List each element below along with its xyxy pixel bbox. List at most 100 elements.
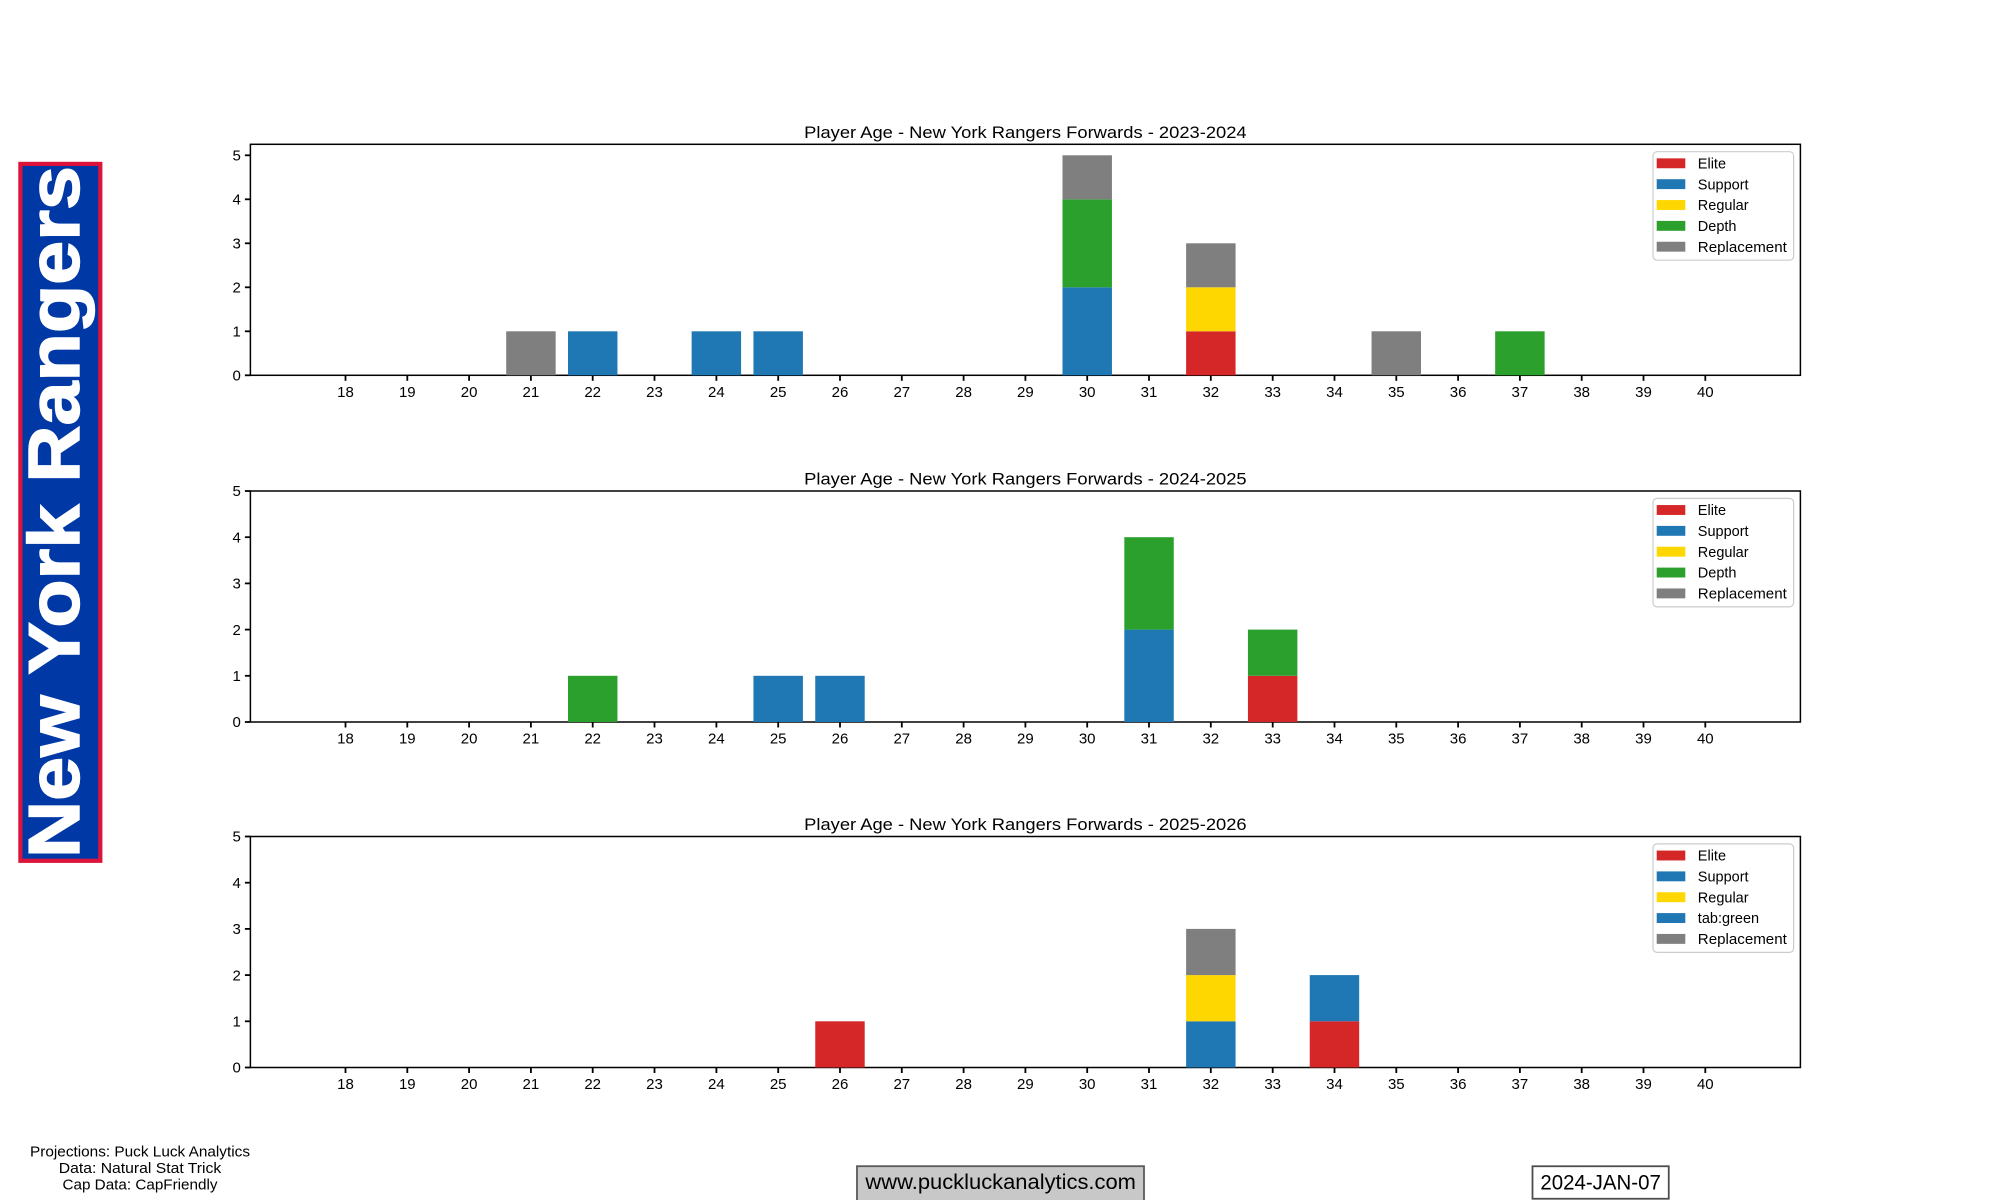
svg-text:2: 2 (233, 967, 241, 984)
svg-text:32: 32 (1202, 384, 1219, 401)
svg-text:37: 37 (1512, 731, 1529, 748)
svg-text:1: 1 (233, 668, 241, 685)
svg-text:4: 4 (233, 192, 241, 209)
svg-text:33: 33 (1264, 1076, 1281, 1093)
svg-text:5: 5 (233, 829, 241, 846)
svg-text:1: 1 (233, 1014, 241, 1031)
svg-text:Elite: Elite (1698, 156, 1726, 172)
svg-text:30: 30 (1079, 731, 1096, 748)
svg-text:Elite: Elite (1698, 503, 1726, 519)
svg-text:5: 5 (233, 148, 241, 165)
svg-text:34: 34 (1326, 384, 1343, 401)
svg-text:39: 39 (1635, 384, 1652, 401)
svg-text:35: 35 (1388, 1076, 1405, 1093)
svg-text:26: 26 (832, 384, 849, 401)
svg-text:www.puckluckanalytics.com: www.puckluckanalytics.com (864, 1171, 1136, 1194)
svg-text:Cap Data: CapFriendly: Cap Data: CapFriendly (63, 1178, 219, 1194)
svg-text:35: 35 (1388, 384, 1405, 401)
svg-text:Player Age - New York Rangers: Player Age - New York Rangers Forwards -… (804, 123, 1247, 142)
svg-text:23: 23 (646, 1076, 663, 1093)
svg-text:26: 26 (832, 1076, 849, 1093)
svg-text:5: 5 (233, 483, 241, 500)
svg-text:28: 28 (955, 384, 972, 401)
svg-text:38: 38 (1573, 384, 1590, 401)
svg-text:24: 24 (708, 1076, 725, 1093)
svg-text:36: 36 (1450, 731, 1467, 748)
svg-text:40: 40 (1697, 384, 1714, 401)
svg-text:31: 31 (1141, 731, 1158, 748)
svg-text:39: 39 (1635, 731, 1652, 748)
svg-text:20: 20 (461, 731, 478, 748)
svg-text:28: 28 (955, 1076, 972, 1093)
svg-text:23: 23 (646, 731, 663, 748)
svg-text:Support: Support (1698, 524, 1749, 540)
svg-text:36: 36 (1450, 384, 1467, 401)
svg-text:31: 31 (1141, 384, 1158, 401)
svg-text:32: 32 (1202, 1076, 1219, 1093)
svg-text:20: 20 (461, 384, 478, 401)
svg-text:21: 21 (523, 384, 540, 401)
svg-text:New York Rangers: New York Rangers (15, 166, 95, 858)
svg-text:23: 23 (646, 384, 663, 401)
svg-text:Support: Support (1698, 177, 1749, 193)
svg-text:30: 30 (1079, 384, 1096, 401)
svg-text:34: 34 (1326, 731, 1343, 748)
svg-text:18: 18 (337, 1076, 354, 1093)
svg-text:Replacement: Replacement (1698, 240, 1787, 256)
svg-text:4: 4 (233, 529, 241, 546)
svg-text:37: 37 (1512, 384, 1529, 401)
svg-text:18: 18 (337, 384, 354, 401)
svg-text:18: 18 (337, 731, 354, 748)
svg-text:3: 3 (233, 236, 241, 253)
svg-text:32: 32 (1202, 731, 1219, 748)
svg-text:Depth: Depth (1698, 566, 1737, 582)
svg-text:Regular: Regular (1698, 890, 1749, 906)
svg-text:Replacement: Replacement (1698, 932, 1787, 948)
svg-text:27: 27 (893, 384, 910, 401)
svg-text:Projections: Puck Luck Analyti: Projections: Puck Luck Analytics (30, 1144, 250, 1160)
svg-text:Replacement: Replacement (1698, 587, 1787, 603)
svg-text:33: 33 (1264, 731, 1281, 748)
svg-text:1: 1 (233, 324, 241, 341)
svg-text:25: 25 (770, 731, 787, 748)
svg-text:21: 21 (523, 1076, 540, 1093)
svg-text:37: 37 (1512, 1076, 1529, 1093)
svg-text:24: 24 (708, 384, 725, 401)
svg-text:35: 35 (1388, 731, 1405, 748)
svg-text:27: 27 (893, 1076, 910, 1093)
svg-text:0: 0 (233, 714, 241, 731)
svg-text:36: 36 (1450, 1076, 1467, 1093)
svg-text:20: 20 (461, 1076, 478, 1093)
svg-text:25: 25 (770, 384, 787, 401)
svg-text:34: 34 (1326, 1076, 1343, 1093)
svg-text:Regular: Regular (1698, 198, 1749, 214)
svg-text:Data: Natural Stat Trick: Data: Natural Stat Trick (59, 1161, 222, 1177)
svg-text:Elite: Elite (1698, 849, 1726, 865)
svg-text:19: 19 (399, 1076, 416, 1093)
svg-text:31: 31 (1141, 1076, 1158, 1093)
svg-text:22: 22 (584, 1076, 601, 1093)
svg-text:28: 28 (955, 731, 972, 748)
svg-text:Player Age - New York Rangers: Player Age - New York Rangers Forwards -… (804, 815, 1247, 834)
svg-text:4: 4 (233, 875, 241, 892)
svg-text:29: 29 (1017, 384, 1034, 401)
svg-text:27: 27 (893, 731, 910, 748)
svg-text:2024-JAN-07: 2024-JAN-07 (1540, 1171, 1661, 1194)
svg-text:25: 25 (770, 1076, 787, 1093)
svg-text:2: 2 (233, 280, 241, 297)
svg-text:33: 33 (1264, 384, 1281, 401)
svg-text:3: 3 (233, 921, 241, 938)
svg-text:0: 0 (233, 368, 241, 385)
svg-text:19: 19 (399, 731, 416, 748)
svg-text:0: 0 (233, 1060, 241, 1077)
svg-text:38: 38 (1573, 731, 1590, 748)
svg-text:tab:green: tab:green (1698, 911, 1759, 927)
svg-text:21: 21 (523, 731, 540, 748)
svg-text:22: 22 (584, 731, 601, 748)
svg-text:30: 30 (1079, 1076, 1096, 1093)
svg-text:26: 26 (832, 731, 849, 748)
svg-text:29: 29 (1017, 1076, 1034, 1093)
svg-text:22: 22 (584, 384, 601, 401)
svg-text:Regular: Regular (1698, 545, 1749, 561)
svg-text:40: 40 (1697, 1076, 1714, 1093)
